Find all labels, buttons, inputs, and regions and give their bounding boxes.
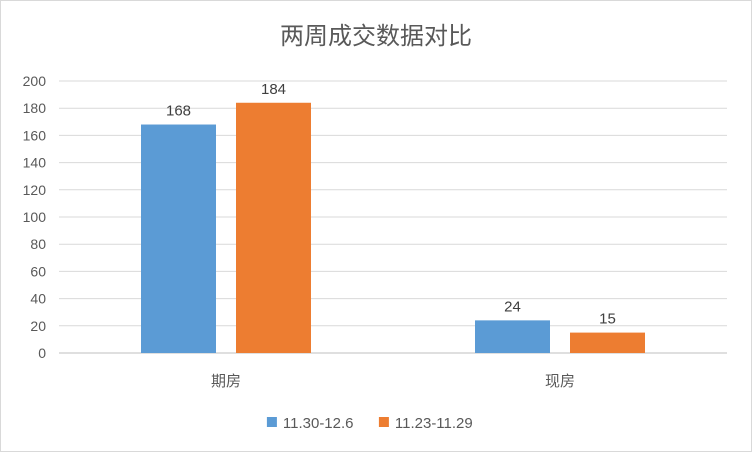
x-axis: 期房 现房 [211,372,575,390]
y-tick-label: 140 [23,155,47,171]
y-tick-label: 200 [23,73,47,89]
y-tick-label: 80 [30,236,46,252]
bar [570,332,645,353]
y-tick-label: 180 [23,100,47,116]
chart-title: 两周成交数据对比 [280,22,472,50]
legend: 11.30-12.6 11.23-11.29 [266,415,473,432]
y-tick-label: 20 [30,318,46,334]
x-category-label: 现房 [545,372,575,390]
y-tick-label: 40 [30,291,46,307]
bar [236,102,311,353]
data-label: 168 [166,103,191,120]
bars [141,102,645,354]
y-tick-label: 0 [38,345,46,361]
legend-label: 11.23-11.29 [395,415,473,432]
legend-label: 11.30-12.6 [283,415,354,432]
y-tick-label: 120 [23,182,47,198]
data-label: 15 [599,311,616,328]
x-category-label: 期房 [211,372,241,390]
y-axis: 0 20 40 60 80 100 120 140 160 180 200 [23,73,47,361]
y-tick-label: 160 [23,127,47,143]
legend-swatch [378,417,389,427]
y-tick-label: 100 [23,209,47,225]
data-label: 184 [261,81,286,98]
bar [475,320,550,353]
legend-swatch [266,417,277,427]
data-labels: 168 184 24 15 [166,81,616,328]
data-label: 24 [504,298,521,315]
y-tick-label: 60 [30,263,46,279]
bar [141,124,216,354]
